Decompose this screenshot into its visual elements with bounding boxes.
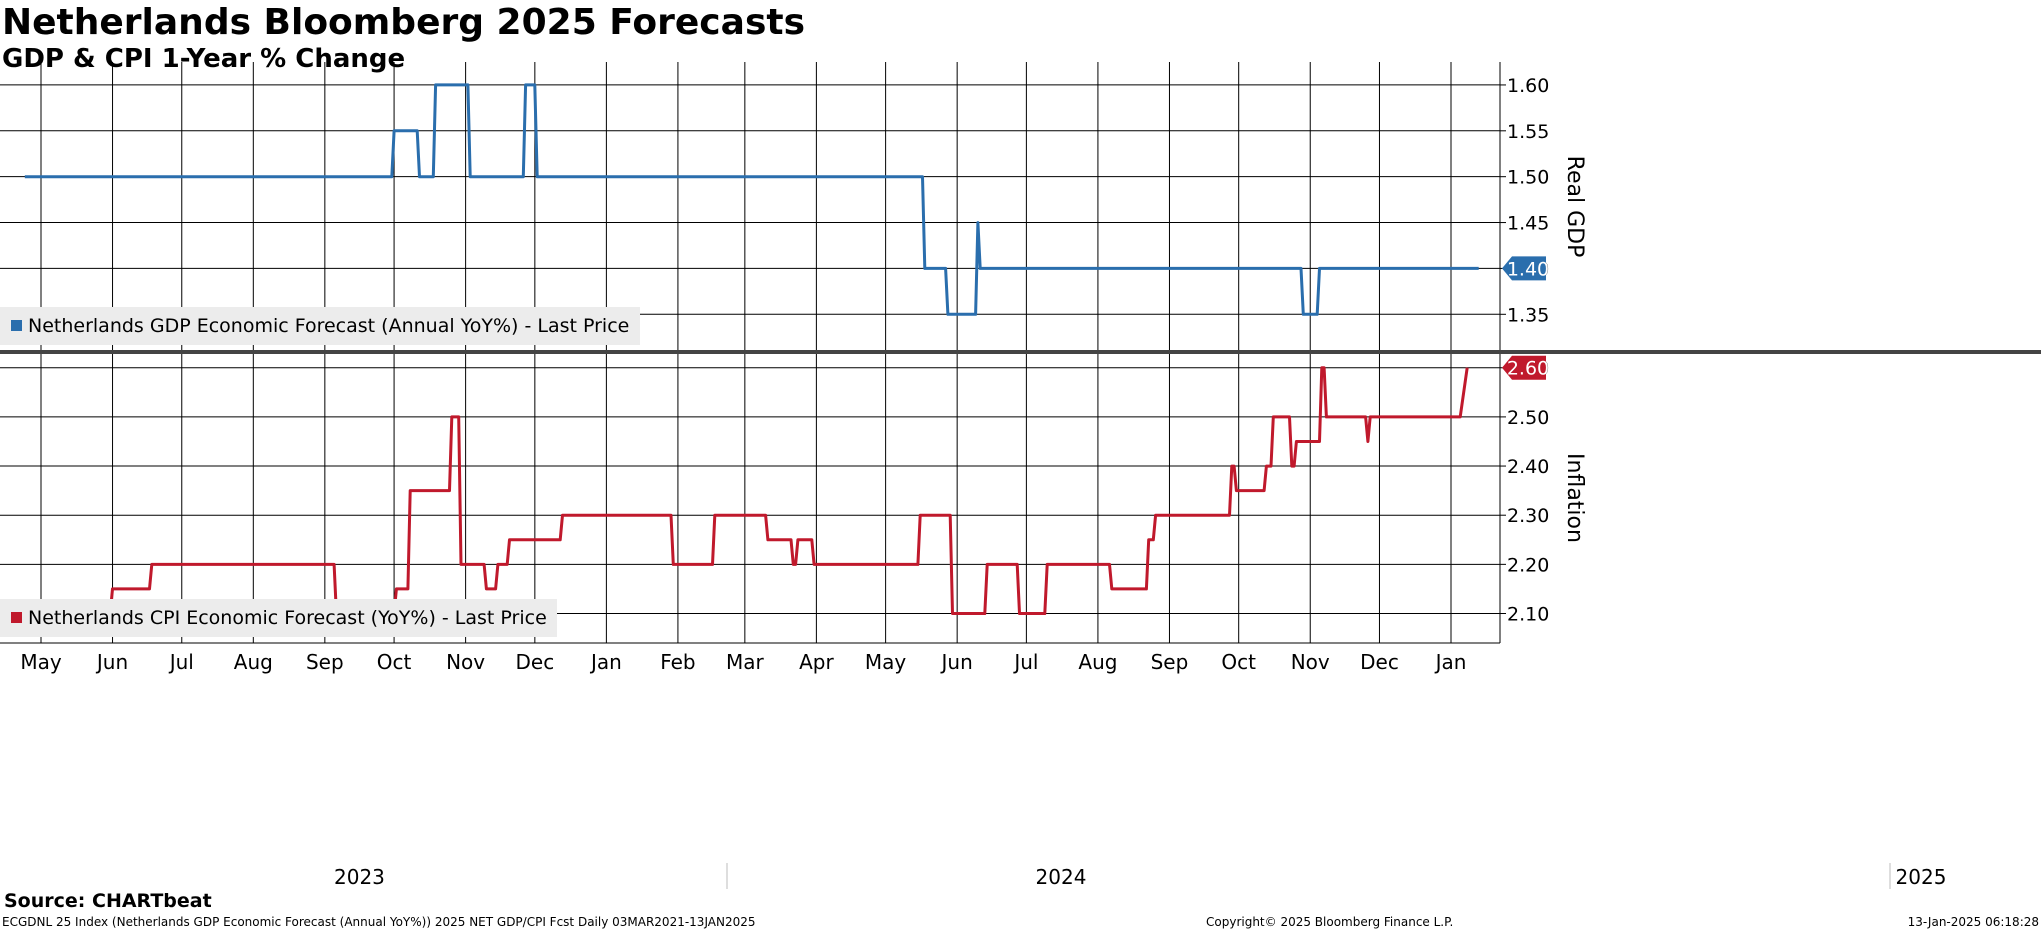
footer-copyright: Copyright© 2025 Bloomberg Finance L.P. — [1206, 915, 1454, 929]
x-tick-label: Jul — [168, 650, 194, 674]
x-tick-label: Dec — [515, 650, 554, 674]
cpi-y-axis-title: Inflation — [1562, 453, 1587, 543]
x-tick-label: Apr — [799, 650, 834, 674]
x-tick-label: Jun — [940, 650, 973, 674]
gdp-ytick-label: 1.35 — [1507, 304, 1549, 326]
x-tick-label: Jan — [1434, 650, 1467, 674]
gdp-series-line — [24, 83, 1479, 316]
gdp-ytick-label: 1.55 — [1507, 121, 1549, 143]
x-tick-label: Nov — [1291, 650, 1330, 674]
cpi-ytick-label: 2.50 — [1507, 407, 1549, 429]
x-tick-label: Sep — [306, 650, 344, 674]
gdp-last-price-tag — [1502, 256, 1546, 281]
cpi-legend-label: Netherlands CPI Economic Forecast (YoY%)… — [28, 607, 547, 629]
panel-divider — [0, 350, 2041, 354]
gdp-legend-swatch — [11, 320, 22, 331]
cpi-last-price-label: 2.60 — [1507, 358, 1549, 380]
x-year-label: 2024 — [1036, 865, 1087, 889]
x-tick-label: Sep — [1151, 650, 1189, 674]
x-tick-label: Oct — [1221, 650, 1256, 674]
gdp-ytick-label: 1.60 — [1507, 75, 1549, 97]
footer-timestamp: 13-Jan-2025 06:18:28 — [1907, 915, 2039, 929]
x-tick-label: Nov — [446, 650, 485, 674]
series-lines — [24, 83, 1479, 615]
cpi-series-line — [75, 366, 1469, 615]
x-tick-label: Dec — [1360, 650, 1399, 674]
x-tick-label: Jan — [589, 650, 622, 674]
source-note: Source: CHARTbeat — [4, 890, 212, 912]
gdp-y-axis-title: Real GDP — [1562, 156, 1587, 258]
gdp-legend-label: Netherlands GDP Economic Forecast (Annua… — [28, 315, 629, 337]
x-tick-label: Aug — [1078, 650, 1117, 674]
gdp-ytick-label: 1.45 — [1507, 213, 1549, 235]
x-tick-label: Jul — [1012, 650, 1038, 674]
gdp-last-price-label: 1.40 — [1507, 258, 1549, 280]
footer-index-info: ECGDNL 25 Index (Netherlands GDP Economi… — [2, 915, 756, 929]
cpi-ytick-label: 2.10 — [1507, 604, 1549, 626]
x-year-label: 2023 — [334, 865, 385, 889]
x-year-label: 2025 — [1896, 865, 1947, 889]
cpi-last-price-tag — [1502, 355, 1546, 380]
cpi-legend-swatch — [11, 612, 22, 623]
x-tick-label: Aug — [234, 650, 273, 674]
cpi-legend-box — [0, 599, 557, 637]
cpi-ytick-label: 2.40 — [1507, 456, 1549, 478]
page-title: Netherlands Bloomberg 2025 Forecasts — [2, 2, 806, 43]
page-subtitle: GDP & CPI 1-Year % Change — [2, 44, 406, 74]
gdp-legend-box — [0, 307, 640, 345]
x-tick-label: Oct — [377, 650, 412, 674]
x-tick-label: May — [865, 650, 907, 674]
gdp-ytick-label: 1.50 — [1507, 167, 1549, 189]
x-tick-label: May — [20, 650, 62, 674]
x-tick-label: Jun — [95, 650, 128, 674]
x-tick-label: Feb — [660, 650, 695, 674]
legends: Netherlands GDP Economic Forecast (Annua… — [0, 307, 640, 637]
cpi-ytick-label: 2.30 — [1507, 505, 1549, 527]
x-tick-label: Mar — [726, 650, 765, 674]
cpi-ytick-label: 2.20 — [1507, 554, 1549, 576]
